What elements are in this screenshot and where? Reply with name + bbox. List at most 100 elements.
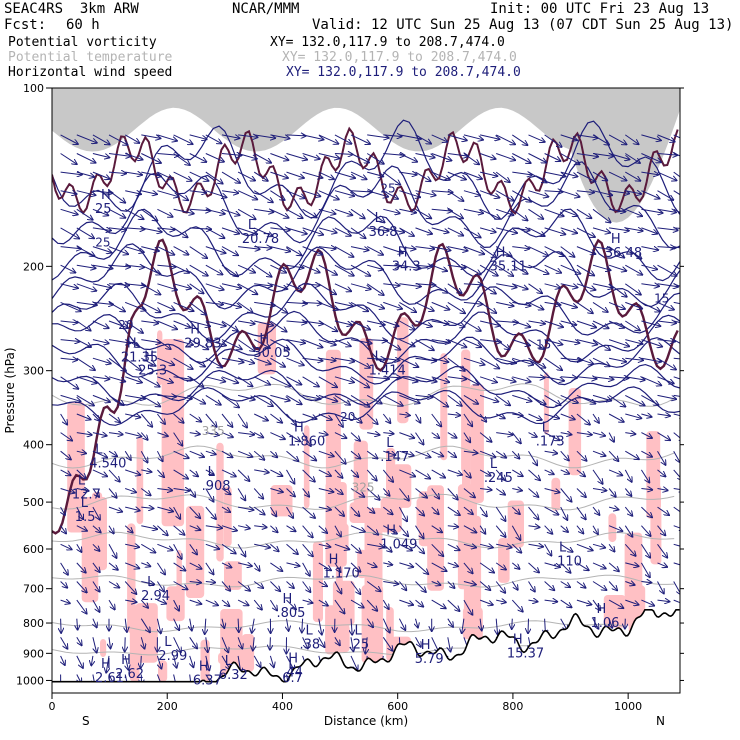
wind-vector bbox=[641, 134, 661, 141]
wind-vector bbox=[366, 618, 373, 628]
wind-vector bbox=[528, 526, 540, 528]
wind-vector bbox=[511, 599, 522, 612]
wind-vector bbox=[253, 637, 254, 650]
wind-vector bbox=[334, 432, 347, 439]
wind-vector bbox=[366, 450, 377, 458]
wind-vector bbox=[447, 154, 468, 157]
wind-vector bbox=[125, 265, 144, 267]
wind-vector bbox=[141, 227, 161, 232]
wind-vector bbox=[367, 301, 384, 308]
wind-vector bbox=[205, 618, 206, 634]
wind-vector bbox=[383, 563, 392, 565]
wind-vector bbox=[156, 562, 165, 575]
extremum-marker: L bbox=[490, 457, 498, 472]
wind-vector bbox=[270, 543, 278, 551]
wind-vector bbox=[463, 582, 476, 585]
wind-vector bbox=[173, 394, 192, 399]
wind-vector bbox=[673, 320, 680, 324]
extremum-value: .110 bbox=[553, 555, 582, 570]
wind-vector bbox=[125, 489, 136, 493]
extremum-value: 15.37 bbox=[507, 646, 544, 661]
wind-vector bbox=[544, 153, 561, 162]
wind-vector bbox=[544, 488, 560, 493]
wind-vector bbox=[431, 340, 450, 343]
wind-vector bbox=[463, 190, 480, 196]
wind-vector bbox=[350, 581, 360, 595]
wind-contour-line bbox=[52, 119, 680, 220]
wind-vector bbox=[399, 488, 409, 501]
wind-vector bbox=[641, 582, 651, 583]
extremum-marker: L bbox=[225, 654, 233, 669]
wind-vector bbox=[366, 153, 384, 164]
wind-vector bbox=[157, 283, 177, 290]
wind-vector bbox=[173, 377, 192, 380]
wind-vector bbox=[641, 208, 662, 213]
wind-vector bbox=[318, 208, 336, 214]
wind-vector bbox=[544, 191, 563, 192]
wind-vector bbox=[367, 433, 379, 435]
wind-vector bbox=[560, 506, 568, 520]
wind-vector bbox=[592, 357, 610, 366]
wind-vector bbox=[141, 507, 153, 508]
pv-fill-blob bbox=[462, 389, 470, 522]
wind-vector bbox=[576, 433, 592, 435]
wind-vector bbox=[221, 562, 231, 568]
wind-vector bbox=[383, 284, 399, 286]
wind-vector bbox=[60, 525, 66, 534]
wind-vector bbox=[383, 246, 403, 254]
wind-vector bbox=[560, 488, 572, 502]
wind-vector bbox=[92, 581, 100, 592]
wind-vector bbox=[657, 525, 666, 536]
wind-vector bbox=[399, 376, 417, 382]
wind-vector bbox=[92, 191, 113, 193]
wind-vector bbox=[253, 171, 268, 181]
init-time: Init: 00 UTC Fri 23 Aug 13 bbox=[490, 1, 710, 17]
wind-vector bbox=[447, 599, 460, 611]
wind-vector bbox=[318, 562, 331, 570]
wind-vector bbox=[318, 358, 336, 360]
wind-vector bbox=[609, 377, 628, 378]
wind-vector bbox=[270, 190, 284, 200]
wind-vector bbox=[189, 283, 204, 294]
extremum-value: 2.61 bbox=[95, 671, 124, 686]
wind-vector bbox=[479, 153, 495, 159]
wind-vector bbox=[189, 562, 202, 569]
extremum-value: .44 bbox=[282, 666, 303, 681]
extremum-marker: L bbox=[81, 496, 89, 511]
wind-vector bbox=[463, 264, 481, 274]
wind-vector bbox=[382, 618, 389, 633]
wind-vector bbox=[657, 357, 676, 369]
wind-vector bbox=[512, 489, 522, 491]
wind-vector bbox=[447, 134, 467, 141]
wind-vector bbox=[463, 599, 473, 615]
wind-vector bbox=[92, 525, 101, 533]
wind-vector bbox=[625, 582, 634, 585]
wind-vector bbox=[156, 581, 164, 592]
extremum-value: 34.3 bbox=[392, 259, 421, 274]
wind-vector bbox=[108, 581, 119, 588]
wind-vector bbox=[382, 469, 393, 482]
extremum-marker: L bbox=[355, 624, 363, 639]
pv-fill-blob bbox=[551, 477, 561, 511]
wind-vector bbox=[302, 358, 323, 361]
extremum-marker: H bbox=[190, 323, 200, 338]
wind-vector bbox=[76, 171, 94, 177]
wind-vector bbox=[124, 208, 143, 219]
wind-vector bbox=[657, 321, 677, 323]
wind-vector bbox=[592, 339, 610, 350]
wind-vector bbox=[302, 506, 315, 518]
wind-vector bbox=[318, 413, 332, 420]
wind-vector bbox=[496, 208, 513, 215]
wind-vector bbox=[334, 599, 345, 613]
wind-vector bbox=[221, 581, 230, 591]
model-title: SEAC4RS 3km ARW bbox=[4, 1, 139, 17]
wind-vector bbox=[560, 470, 569, 474]
wind-vector bbox=[221, 376, 238, 383]
wind-vector bbox=[92, 208, 108, 215]
wind-vector bbox=[61, 655, 65, 665]
wind-vector bbox=[576, 171, 595, 181]
wind-vector bbox=[173, 506, 181, 519]
wind-vector bbox=[350, 376, 369, 388]
wind-vector bbox=[125, 618, 127, 632]
wind-vector bbox=[463, 432, 470, 443]
